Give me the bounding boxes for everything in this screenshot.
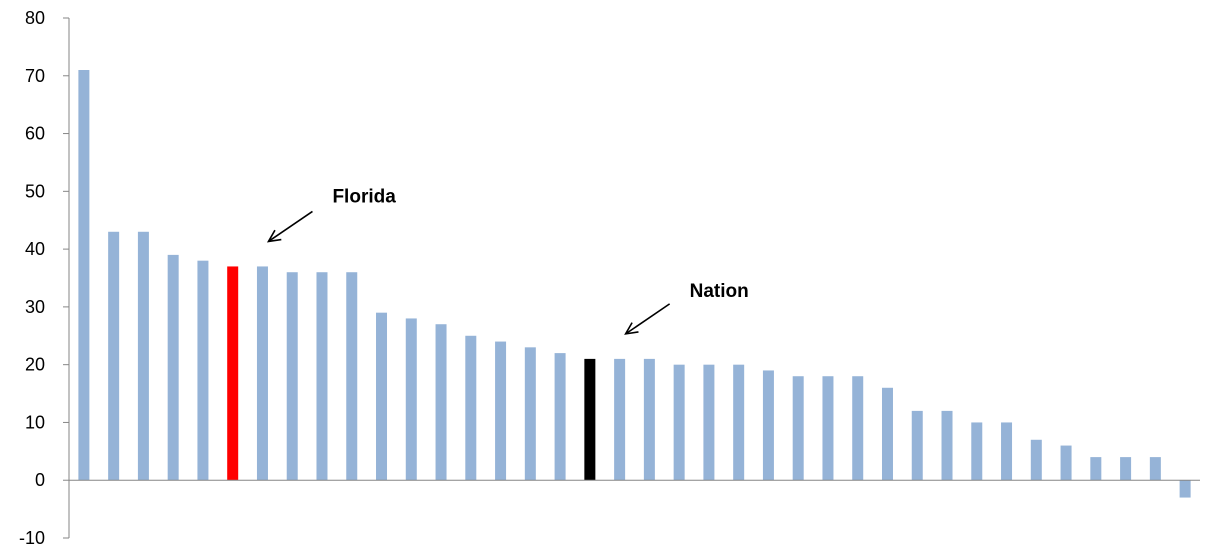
- bar: [108, 231, 120, 481]
- bar: [1149, 457, 1161, 481]
- bar: [1090, 457, 1102, 481]
- y-tick-label: 40: [25, 239, 45, 259]
- bar: [1030, 439, 1042, 481]
- bar: [197, 260, 209, 481]
- y-tick-label: 80: [25, 8, 45, 28]
- bar: [1120, 457, 1132, 481]
- bar: [1001, 422, 1013, 481]
- bar-nation: [584, 358, 596, 481]
- bar: [733, 364, 745, 481]
- bar: [256, 266, 268, 481]
- bar: [1179, 480, 1191, 498]
- bar: [376, 312, 388, 481]
- y-tick-label: 60: [25, 124, 45, 144]
- annotations: Florida Nation: [266, 186, 749, 335]
- y-tick-label: 50: [25, 181, 45, 201]
- bar: [286, 272, 298, 481]
- bar: [435, 324, 447, 481]
- bar: [852, 376, 864, 481]
- y-tick-label: 30: [25, 297, 45, 317]
- annotation-label: Nation: [690, 281, 749, 302]
- bar: [822, 376, 834, 481]
- arrow-line: [268, 210, 313, 243]
- bar: [673, 364, 685, 481]
- y-tick-label: 10: [25, 412, 45, 432]
- y-tick-label: -10: [19, 528, 45, 548]
- y-tick-label: 0: [35, 470, 45, 490]
- bar: [941, 410, 953, 481]
- bar: [911, 410, 923, 481]
- arrow-head: [624, 322, 639, 335]
- annotation-florida: Florida: [266, 186, 396, 243]
- y-tick-label: 20: [25, 355, 45, 375]
- y-axis: -10 0 10 20 30 40 50 60 70 80: [19, 8, 70, 548]
- bar: [78, 70, 90, 481]
- bar: [167, 254, 179, 481]
- annotation-label: Florida: [332, 186, 396, 207]
- bars: [78, 70, 1191, 498]
- bar: [703, 364, 715, 481]
- bar: [524, 347, 536, 481]
- y-tick-label: 70: [25, 66, 45, 86]
- annotation-nation: Nation: [624, 281, 749, 335]
- bar: [137, 231, 149, 481]
- bar: [971, 422, 983, 481]
- bar: [405, 318, 417, 481]
- bar: [643, 358, 655, 481]
- bar: [792, 376, 804, 481]
- bar: [614, 358, 626, 481]
- bar: [465, 335, 477, 481]
- bar: [554, 353, 566, 481]
- bar: [495, 341, 507, 481]
- bar: [881, 387, 893, 481]
- arrow-line: [625, 303, 671, 335]
- bar-florida: [227, 266, 239, 481]
- bar: [762, 370, 774, 481]
- bar: [1060, 445, 1072, 481]
- bar: [316, 272, 328, 481]
- arrow-head: [266, 229, 282, 243]
- bar: [346, 272, 358, 481]
